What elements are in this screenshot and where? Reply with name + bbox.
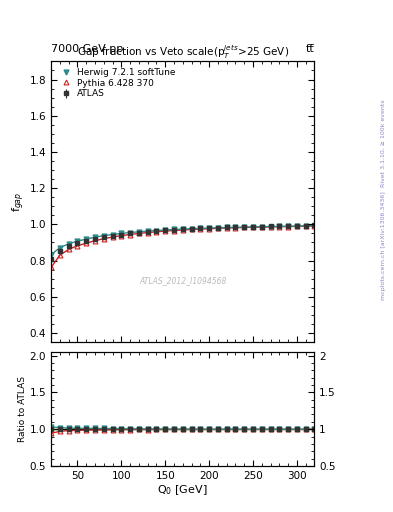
Pythia 6.428 370 bbox=[93, 238, 97, 244]
Pythia 6.428 370 bbox=[207, 226, 211, 232]
Herwig 7.2.1 softTune bbox=[110, 231, 115, 238]
Herwig 7.2.1 softTune bbox=[57, 244, 62, 250]
Herwig 7.2.1 softTune bbox=[312, 223, 317, 229]
Herwig 7.2.1 softTune bbox=[172, 226, 176, 232]
Herwig 7.2.1 softTune bbox=[189, 226, 194, 232]
Pythia 6.428 370 bbox=[198, 226, 203, 232]
Herwig 7.2.1 softTune bbox=[224, 224, 229, 230]
Herwig 7.2.1 softTune bbox=[128, 229, 132, 236]
Herwig 7.2.1 softTune bbox=[277, 223, 282, 229]
Pythia 6.428 370 bbox=[75, 243, 80, 249]
Herwig 7.2.1 softTune bbox=[268, 223, 273, 229]
Pythia 6.428 370 bbox=[128, 231, 132, 238]
Text: tt̅: tt̅ bbox=[306, 44, 314, 54]
Herwig 7.2.1 softTune bbox=[84, 236, 88, 242]
Herwig 7.2.1 softTune bbox=[145, 228, 150, 234]
Pythia 6.428 370 bbox=[101, 236, 106, 242]
Pythia 6.428 370 bbox=[277, 224, 282, 230]
Text: ATLAS_2012_I1094568: ATLAS_2012_I1094568 bbox=[139, 276, 226, 285]
Line: Pythia 6.428 370: Pythia 6.428 370 bbox=[49, 224, 317, 270]
Pythia 6.428 370 bbox=[66, 246, 71, 252]
Herwig 7.2.1 softTune bbox=[294, 223, 299, 229]
Text: mcplots.cern.ch [arXiv:1306.3436]: mcplots.cern.ch [arXiv:1306.3436] bbox=[381, 191, 386, 300]
Herwig 7.2.1 softTune bbox=[136, 229, 141, 235]
Herwig 7.2.1 softTune bbox=[215, 225, 220, 231]
Herwig 7.2.1 softTune bbox=[93, 234, 97, 240]
Pythia 6.428 370 bbox=[84, 240, 88, 246]
Herwig 7.2.1 softTune bbox=[242, 224, 246, 230]
Pythia 6.428 370 bbox=[49, 264, 53, 270]
Pythia 6.428 370 bbox=[215, 225, 220, 231]
Herwig 7.2.1 softTune bbox=[119, 230, 124, 237]
Pythia 6.428 370 bbox=[286, 223, 290, 229]
Pythia 6.428 370 bbox=[312, 223, 317, 229]
Pythia 6.428 370 bbox=[303, 223, 308, 229]
Text: 7000 GeV pp: 7000 GeV pp bbox=[51, 44, 123, 54]
Pythia 6.428 370 bbox=[119, 232, 124, 239]
Pythia 6.428 370 bbox=[163, 228, 167, 234]
Herwig 7.2.1 softTune bbox=[259, 224, 264, 230]
Pythia 6.428 370 bbox=[268, 224, 273, 230]
Pythia 6.428 370 bbox=[189, 226, 194, 232]
Herwig 7.2.1 softTune bbox=[251, 224, 255, 230]
Pythia 6.428 370 bbox=[259, 224, 264, 230]
Y-axis label: Ratio to ATLAS: Ratio to ATLAS bbox=[18, 376, 27, 442]
Pythia 6.428 370 bbox=[172, 227, 176, 233]
Herwig 7.2.1 softTune bbox=[198, 225, 203, 231]
Pythia 6.428 370 bbox=[145, 229, 150, 236]
Pythia 6.428 370 bbox=[110, 234, 115, 240]
Y-axis label: f$_{gap}$: f$_{gap}$ bbox=[11, 191, 27, 212]
Herwig 7.2.1 softTune bbox=[180, 226, 185, 232]
Pythia 6.428 370 bbox=[224, 225, 229, 231]
Herwig 7.2.1 softTune bbox=[233, 224, 238, 230]
Herwig 7.2.1 softTune bbox=[286, 223, 290, 229]
Pythia 6.428 370 bbox=[136, 230, 141, 237]
Herwig 7.2.1 softTune bbox=[75, 238, 80, 244]
Pythia 6.428 370 bbox=[294, 223, 299, 229]
Herwig 7.2.1 softTune bbox=[163, 227, 167, 233]
Herwig 7.2.1 softTune bbox=[154, 227, 159, 233]
Herwig 7.2.1 softTune bbox=[303, 223, 308, 229]
Pythia 6.428 370 bbox=[57, 252, 62, 258]
X-axis label: Q$_0$ [GeV]: Q$_0$ [GeV] bbox=[158, 483, 208, 497]
Herwig 7.2.1 softTune bbox=[207, 225, 211, 231]
Herwig 7.2.1 softTune bbox=[49, 252, 53, 258]
Pythia 6.428 370 bbox=[180, 227, 185, 233]
Herwig 7.2.1 softTune bbox=[66, 241, 71, 247]
Line: Herwig 7.2.1 softTune: Herwig 7.2.1 softTune bbox=[49, 223, 317, 257]
Herwig 7.2.1 softTune bbox=[101, 232, 106, 239]
Text: Rivet 3.1.10, ≥ 100k events: Rivet 3.1.10, ≥ 100k events bbox=[381, 99, 386, 187]
Pythia 6.428 370 bbox=[154, 229, 159, 235]
Pythia 6.428 370 bbox=[251, 224, 255, 230]
Legend: Herwig 7.2.1 softTune, Pythia 6.428 370, ATLAS: Herwig 7.2.1 softTune, Pythia 6.428 370,… bbox=[55, 66, 178, 100]
Title: Gap fraction vs Veto scale(p$_T^{jets}$>25 GeV): Gap fraction vs Veto scale(p$_T^{jets}$>… bbox=[77, 43, 289, 61]
Pythia 6.428 370 bbox=[242, 224, 246, 230]
Pythia 6.428 370 bbox=[233, 225, 238, 231]
